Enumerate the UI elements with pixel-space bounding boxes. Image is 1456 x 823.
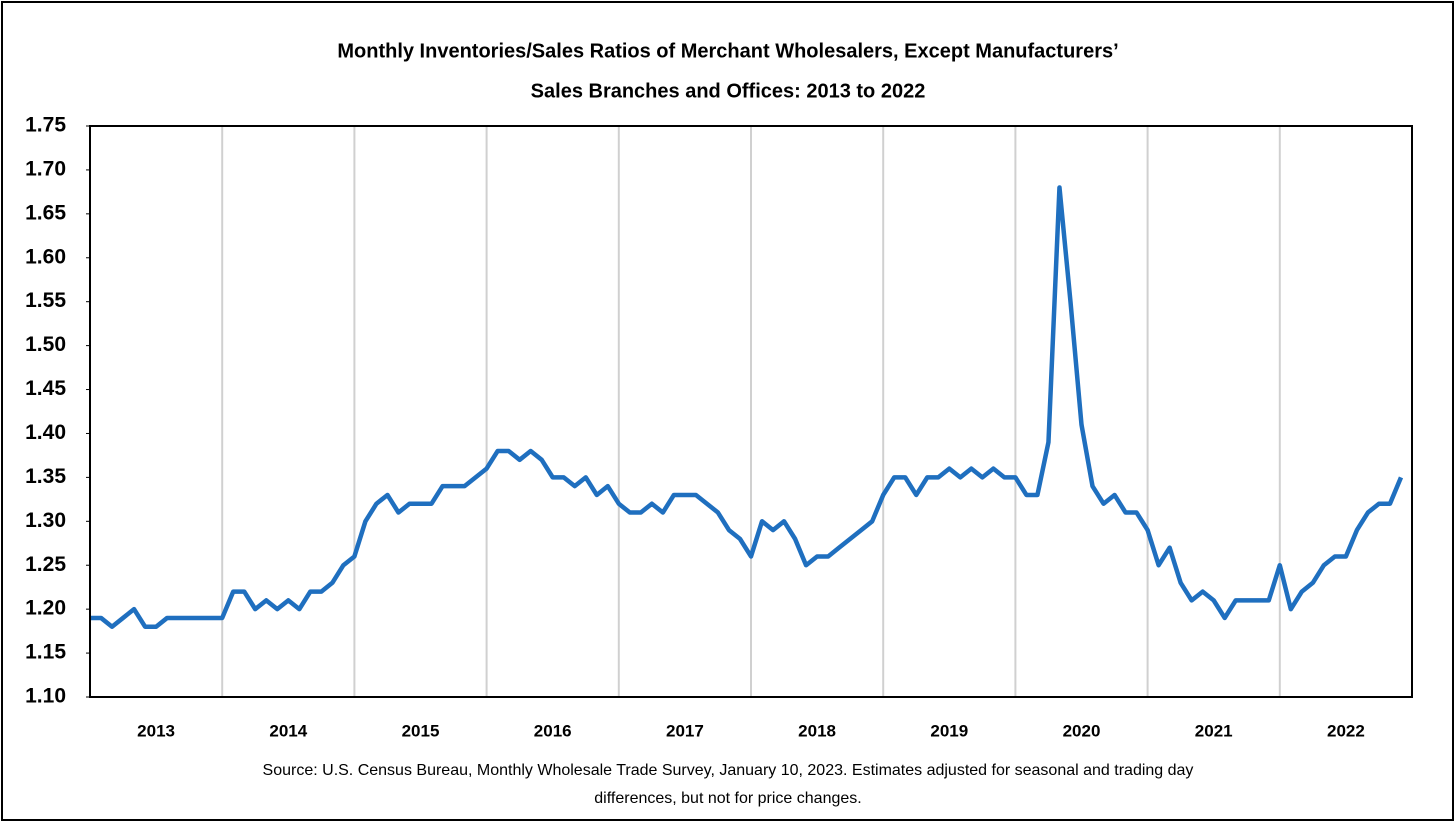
x-tick-label: 2013 bbox=[137, 721, 175, 740]
y-tick-label: 1.25 bbox=[25, 553, 66, 576]
x-tick-label: 2016 bbox=[534, 721, 572, 740]
y-tick-label: 1.55 bbox=[25, 289, 66, 312]
x-tick-label: 2021 bbox=[1195, 721, 1233, 740]
y-tick-label: 1.75 bbox=[25, 114, 66, 137]
y-tick-label: 1.65 bbox=[25, 201, 66, 224]
chart-title: Monthly Inventories/Sales Ratios of Merc… bbox=[337, 40, 1118, 62]
y-tick-label: 1.60 bbox=[25, 245, 66, 268]
data-line bbox=[90, 185, 1404, 629]
x-tick-label: 2017 bbox=[666, 721, 704, 740]
source-note: Source: U.S. Census Bureau, Monthly Whol… bbox=[263, 762, 1194, 779]
x-tick-label: 2022 bbox=[1327, 721, 1365, 740]
y-tick-label: 1.50 bbox=[25, 333, 66, 356]
y-tick-label: 1.45 bbox=[25, 377, 66, 400]
y-tick-label: 1.40 bbox=[25, 421, 66, 444]
x-tick-label: 2018 bbox=[798, 721, 836, 740]
x-tick-label: 2019 bbox=[930, 721, 968, 740]
y-tick-label: 1.35 bbox=[25, 465, 66, 488]
chart-title: Sales Branches and Offices: 2013 to 2022 bbox=[531, 80, 926, 102]
y-tick-label: 1.20 bbox=[25, 597, 66, 620]
y-tick-label: 1.10 bbox=[25, 685, 66, 708]
y-tick-label: 1.30 bbox=[25, 509, 66, 532]
x-tick-label: 2014 bbox=[269, 721, 307, 740]
y-tick-label: 1.70 bbox=[25, 157, 66, 180]
plot-border bbox=[89, 125, 1413, 698]
x-tick-label: 2020 bbox=[1063, 721, 1101, 740]
y-tick-label: 1.15 bbox=[25, 641, 66, 664]
source-note: differences, but not for price changes. bbox=[594, 790, 861, 807]
x-tick-label: 2015 bbox=[402, 721, 440, 740]
